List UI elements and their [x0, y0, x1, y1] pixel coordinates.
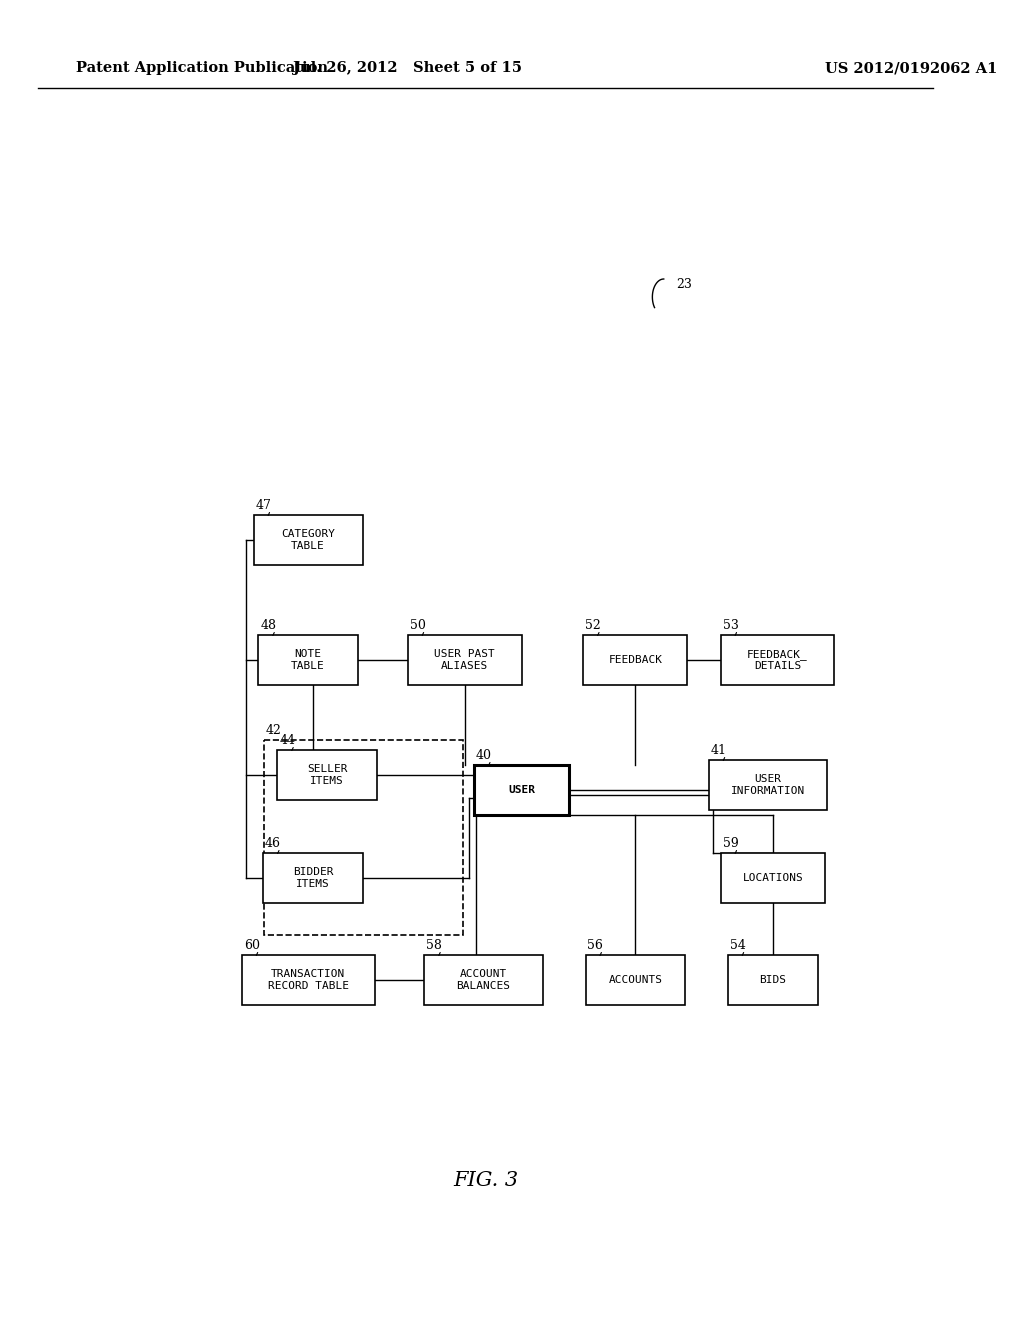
Bar [583, 635, 687, 685]
Text: USER: USER [508, 785, 535, 795]
Text: BIDS: BIDS [760, 975, 786, 985]
Text: 42: 42 [265, 723, 282, 737]
Text: BIDDER
ITEMS: BIDDER ITEMS [293, 867, 333, 888]
Text: CATEGORY
TABLE: CATEGORY TABLE [282, 529, 335, 550]
Text: Jul. 26, 2012   Sheet 5 of 15: Jul. 26, 2012 Sheet 5 of 15 [293, 61, 522, 75]
Text: 40: 40 [476, 748, 492, 762]
Text: NOTE
TABLE: NOTE TABLE [291, 649, 325, 671]
Text: 58: 58 [426, 939, 442, 952]
Bar [408, 635, 521, 685]
Bar [721, 853, 825, 903]
Text: 52: 52 [585, 619, 601, 632]
Bar [263, 853, 362, 903]
Text: FEEDBACK: FEEDBACK [608, 655, 663, 665]
Text: 23: 23 [676, 279, 692, 292]
Bar [474, 766, 569, 814]
Text: 46: 46 [265, 837, 281, 850]
Text: USER
INFORMATION: USER INFORMATION [731, 775, 805, 796]
Text: USER PAST
ALIASES: USER PAST ALIASES [434, 649, 495, 671]
Text: ACCOUNTS: ACCOUNTS [608, 975, 663, 985]
Text: FIG. 3: FIG. 3 [453, 1171, 518, 1189]
Text: Patent Application Publication: Patent Application Publication [76, 61, 328, 75]
Bar [263, 741, 463, 935]
Bar [709, 760, 827, 810]
Text: US 2012/0192062 A1: US 2012/0192062 A1 [825, 61, 997, 75]
Bar [258, 635, 358, 685]
Bar [254, 515, 362, 565]
Text: 44: 44 [280, 734, 295, 747]
Text: 53: 53 [723, 619, 738, 632]
Text: 50: 50 [410, 619, 426, 632]
Bar [424, 954, 543, 1005]
Text: 47: 47 [256, 499, 271, 512]
Text: 48: 48 [260, 619, 276, 632]
Text: LOCATIONS: LOCATIONS [742, 873, 803, 883]
Text: 59: 59 [723, 837, 738, 850]
Text: 56: 56 [588, 939, 603, 952]
Bar [728, 954, 818, 1005]
Text: TRANSACTION
RECORD TABLE: TRANSACTION RECORD TABLE [267, 969, 348, 991]
Text: FEEDBACK_
DETAILS: FEEDBACK_ DETAILS [748, 648, 808, 672]
Text: 60: 60 [244, 939, 260, 952]
Text: 54: 54 [730, 939, 745, 952]
Bar [586, 954, 685, 1005]
Bar [278, 750, 377, 800]
Bar [242, 954, 375, 1005]
Text: ACCOUNT
BALANCES: ACCOUNT BALANCES [457, 969, 511, 991]
Bar [721, 635, 835, 685]
Text: SELLER
ITEMS: SELLER ITEMS [307, 764, 347, 785]
Text: 41: 41 [711, 744, 727, 756]
